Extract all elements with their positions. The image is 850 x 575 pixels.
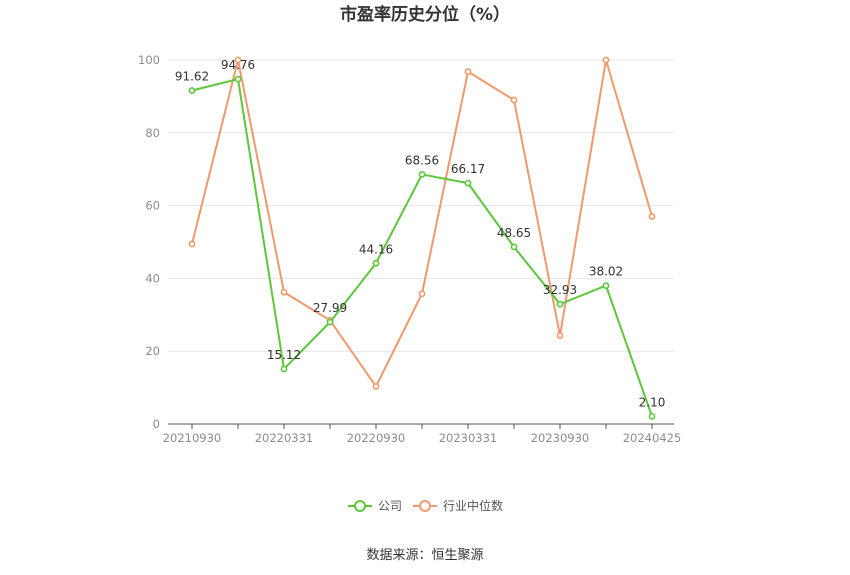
data-point[interactable] bbox=[418, 290, 426, 298]
data-point[interactable] bbox=[280, 288, 288, 296]
data-point[interactable] bbox=[464, 68, 472, 76]
x-tick-label: 20220331 bbox=[255, 431, 314, 445]
y-tick-label: 60 bbox=[145, 199, 160, 213]
data-point[interactable] bbox=[418, 171, 426, 178]
data-point[interactable] bbox=[234, 75, 242, 83]
data-point[interactable] bbox=[326, 318, 334, 326]
data-label: 15.12 bbox=[267, 348, 301, 362]
y-tick-label: 0 bbox=[153, 417, 160, 431]
data-label: 94.76 bbox=[221, 58, 255, 72]
axes: 0 20 40 60 80 100 20210930 20220331 20220930 2023… bbox=[138, 53, 681, 445]
data-label: 2.10 bbox=[639, 395, 666, 409]
source-note: 数据来源：恒生聚源 bbox=[366, 548, 483, 563]
legend-label-industry: 行业中位数 bbox=[443, 498, 503, 513]
x-tick-label: 20240425 bbox=[623, 431, 682, 445]
legend-item-company[interactable]: 公司 bbox=[348, 499, 402, 513]
y-tick-label: 40 bbox=[145, 271, 160, 285]
data-point[interactable] bbox=[372, 383, 380, 390]
data-point[interactable] bbox=[464, 179, 472, 187]
chart-title: 市盈率历史分位（%） bbox=[340, 4, 510, 25]
x-tick-label: 20220930 bbox=[347, 431, 406, 445]
data-point[interactable] bbox=[510, 96, 518, 104]
legend: 公司 行业中位数 bbox=[348, 498, 503, 513]
data-point[interactable] bbox=[234, 56, 242, 64]
series-line-0 bbox=[191, 78, 653, 417]
x-tick-label: 20210930 bbox=[163, 431, 222, 445]
data-label: 27.99 bbox=[313, 301, 347, 315]
data-point[interactable] bbox=[188, 240, 196, 248]
data-point[interactable] bbox=[556, 332, 564, 339]
legend-label-company: 公司 bbox=[378, 499, 402, 513]
data-point[interactable] bbox=[556, 300, 564, 308]
data-label: 91.62 bbox=[175, 70, 209, 84]
data-point[interactable] bbox=[602, 282, 610, 290]
y-tick-label: 80 bbox=[145, 126, 160, 140]
y-tick-label: 20 bbox=[145, 344, 160, 358]
data-point[interactable] bbox=[372, 259, 380, 267]
x-tick-label: 20230930 bbox=[531, 431, 590, 445]
legend-marker-industry bbox=[419, 500, 431, 512]
data-label: 48.65 bbox=[497, 226, 531, 240]
data-label: 68.56 bbox=[405, 153, 439, 167]
data-point[interactable] bbox=[602, 56, 610, 64]
y-tick-label: 100 bbox=[138, 53, 160, 67]
x-tick-label: 20230331 bbox=[439, 431, 498, 445]
data-point[interactable] bbox=[510, 243, 518, 251]
data-label: 66.17 bbox=[451, 162, 485, 176]
data-point[interactable] bbox=[280, 365, 288, 373]
data-label: 32.93 bbox=[543, 283, 577, 297]
data-label: 44.16 bbox=[359, 242, 393, 256]
data-point[interactable] bbox=[188, 87, 196, 94]
series-layer bbox=[188, 56, 656, 420]
data-point[interactable] bbox=[648, 213, 656, 220]
data-label: 38.02 bbox=[589, 265, 623, 279]
data-point[interactable] bbox=[648, 412, 656, 420]
legend-marker-company bbox=[354, 500, 366, 512]
data-labels: 91.62 94.76 15.12 27.99 44.16 68.56 66.17 48.65… bbox=[175, 58, 666, 409]
legend-item-industry[interactable]: 行业中位数 bbox=[413, 498, 503, 513]
